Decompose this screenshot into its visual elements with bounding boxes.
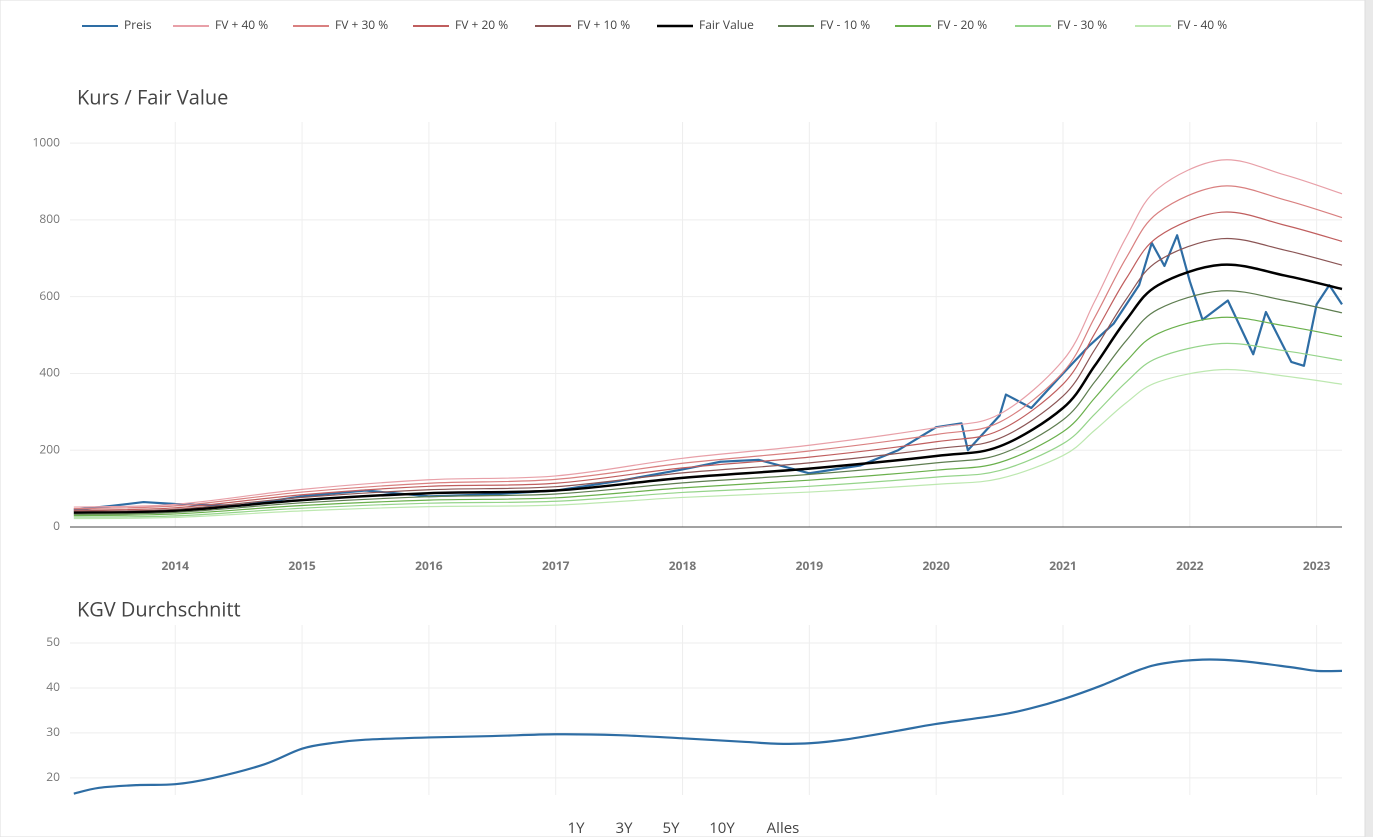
legend-label[interactable]: FV - 40 % xyxy=(1177,16,1227,33)
legend-label[interactable]: FV - 30 % xyxy=(1057,16,1107,33)
legend-label[interactable]: FV - 20 % xyxy=(937,16,987,33)
range-button[interactable]: 1Y xyxy=(568,818,586,837)
range-button[interactable]: 5Y xyxy=(663,818,681,837)
legend-label[interactable]: FV - 10 % xyxy=(820,16,870,33)
line xyxy=(73,342,1343,518)
y-tick-label: 200 xyxy=(39,440,60,457)
legend-label[interactable]: Fair Value xyxy=(699,16,754,33)
chart-title: Kurs / Fair Value xyxy=(77,83,228,110)
line xyxy=(73,290,1343,515)
legend-label[interactable]: FV + 20 % xyxy=(455,16,508,33)
line xyxy=(73,211,1343,511)
x-tick-label: 2018 xyxy=(669,557,697,574)
x-tick-label: 2017 xyxy=(542,557,570,574)
range-button[interactable]: Alles xyxy=(767,818,800,837)
line xyxy=(73,316,1343,517)
x-tick-label: 2019 xyxy=(796,557,824,574)
legend-label[interactable]: Preis xyxy=(124,16,152,33)
line xyxy=(73,263,1343,515)
y-tick-label: 40 xyxy=(46,678,60,695)
y-tick-label: 600 xyxy=(39,287,60,304)
range-button[interactable]: 3Y xyxy=(616,818,634,837)
x-tick-label: 2020 xyxy=(922,557,950,574)
y-tick-label: 400 xyxy=(39,364,60,381)
x-tick-label: 2015 xyxy=(288,557,316,574)
x-tick-label: 2021 xyxy=(1049,557,1076,574)
y-tick-label: 20 xyxy=(46,768,60,785)
legend-label[interactable]: FV + 10 % xyxy=(577,16,630,33)
line xyxy=(73,159,1343,508)
y-tick-label: 1000 xyxy=(33,133,61,150)
line xyxy=(73,237,1343,512)
y-tick-label: 800 xyxy=(39,210,60,227)
x-tick-label: 2022 xyxy=(1176,557,1204,574)
line xyxy=(73,368,1343,520)
y-tick-label: 0 xyxy=(53,517,60,534)
y-tick-label: 30 xyxy=(46,723,60,740)
legend-label[interactable]: FV + 40 % xyxy=(215,16,268,33)
x-tick-label: 2016 xyxy=(415,557,443,574)
line xyxy=(73,658,1343,795)
range-button[interactable]: 10Y xyxy=(709,818,735,837)
chart-title: KGV Durchschnitt xyxy=(77,595,241,622)
y-tick-label: 50 xyxy=(46,633,60,650)
line xyxy=(73,185,1343,510)
x-tick-label: 2023 xyxy=(1303,557,1331,574)
x-tick-label: 2014 xyxy=(162,557,190,574)
legend-label[interactable]: FV + 30 % xyxy=(335,16,388,33)
